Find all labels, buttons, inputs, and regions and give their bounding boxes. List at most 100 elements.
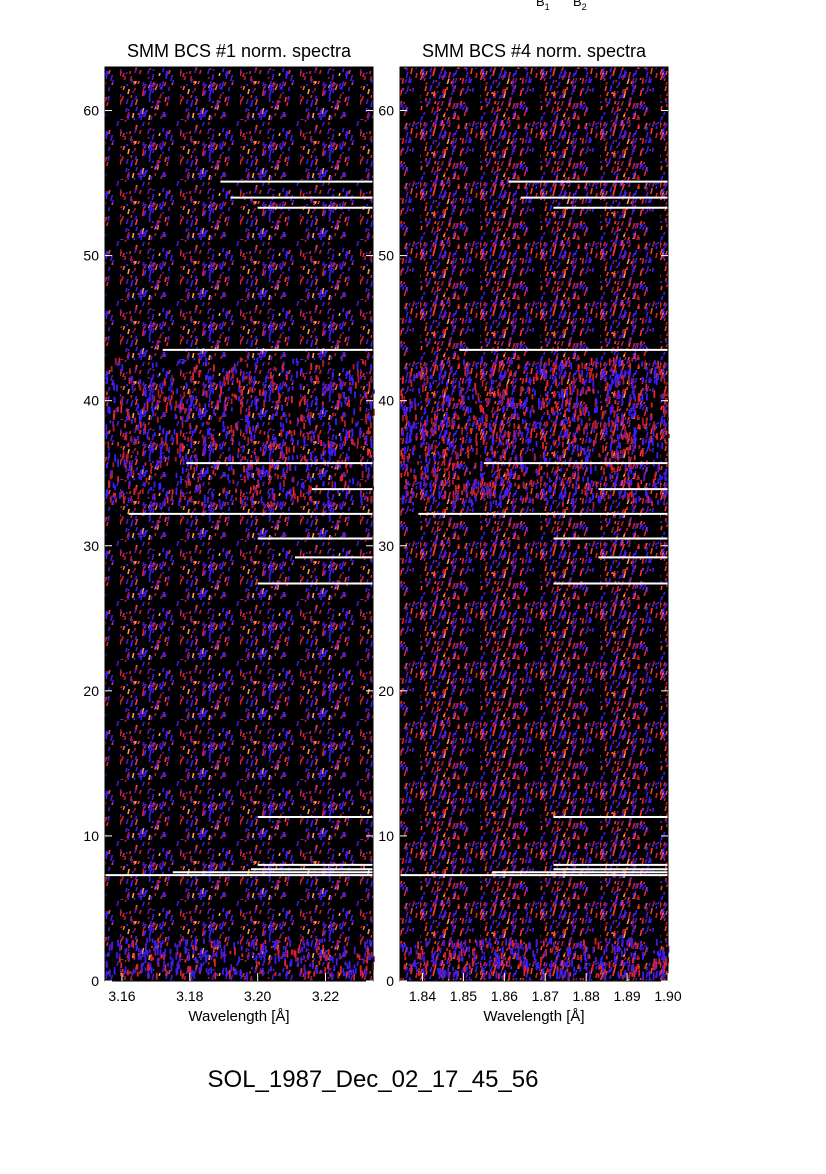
heatmap-emission-mark: [472, 422, 475, 428]
heatmap-emission-mark: [268, 477, 271, 484]
heatmap-emission-mark: [466, 361, 469, 368]
heatmap-emission-mark: [571, 958, 573, 967]
heatmap-emission-mark: [519, 960, 522, 967]
heatmap-emission-mark: [348, 971, 351, 979]
heatmap-emission-mark: [442, 403, 445, 410]
heatmap-emission-mark: [526, 396, 528, 403]
heatmap-emission-mark: [542, 452, 545, 458]
heatmap-emission-mark: [426, 464, 429, 473]
heatmap-emission-mark: [372, 389, 375, 394]
heatmap-emission-mark: [444, 491, 446, 500]
heatmap-emission-mark: [479, 404, 482, 409]
heatmap-emission-mark: [171, 489, 174, 495]
heatmap-emission-mark: [263, 431, 266, 435]
heatmap-emission-mark: [464, 939, 467, 947]
heatmap-emission-mark: [316, 942, 318, 949]
heatmap-emission-mark: [456, 972, 459, 980]
heatmap-emission-mark: [345, 950, 348, 954]
heatmap-emission-mark: [643, 473, 646, 481]
heatmap-emission-mark: [356, 953, 359, 958]
heatmap-emission-mark: [453, 949, 456, 956]
heatmap-emission-mark: [553, 432, 555, 436]
heatmap-emission-mark: [361, 470, 364, 479]
heatmap-emission-mark: [215, 443, 217, 448]
heatmap-emission-mark: [433, 454, 436, 462]
heatmap-emission-mark: [140, 966, 143, 974]
heatmap-emission-mark: [423, 382, 426, 387]
heatmap-emission-mark: [151, 393, 154, 401]
heatmap-emission-mark: [426, 375, 429, 383]
heatmap-emission-mark: [169, 948, 172, 955]
heatmap-emission-mark: [542, 490, 545, 495]
heatmap-emission-mark: [140, 412, 143, 416]
heatmap-emission-mark: [248, 411, 251, 417]
heatmap-emission-mark: [364, 361, 367, 366]
heatmap-emission-mark: [618, 380, 621, 386]
heatmap-emission-mark: [170, 394, 173, 400]
heatmap-emission-mark: [641, 449, 644, 457]
heatmap-emission-mark: [277, 474, 279, 480]
heatmap-emission-mark: [573, 417, 576, 423]
heatmap-emission-mark: [658, 970, 661, 977]
heatmap-emission-mark: [234, 968, 237, 975]
heatmap-emission-mark: [575, 478, 578, 486]
heatmap-emission-mark: [160, 455, 163, 463]
panel-bcs4: SMM BCS #4 norm. spectra01020304050601.8…: [378, 41, 681, 1025]
heatmap-emission-mark: [620, 369, 623, 374]
heatmap-emission-mark: [413, 468, 416, 474]
heatmap-emission-mark: [232, 429, 235, 437]
heatmap-emission-mark: [550, 961, 553, 970]
heatmap-emission-mark: [409, 398, 412, 406]
heatmap-emission-mark: [499, 381, 501, 387]
heatmap-emission-mark: [514, 433, 517, 440]
heatmap-emission-mark: [502, 956, 505, 960]
heatmap-emission-mark: [353, 442, 356, 447]
heatmap-emission-mark: [471, 957, 474, 966]
heatmap-emission-mark: [627, 938, 630, 943]
heatmap-emission-mark: [346, 436, 349, 441]
heatmap-emission-mark: [353, 964, 356, 968]
heatmap-emission-mark: [647, 441, 650, 449]
heatmap-emission-mark: [369, 450, 372, 458]
heatmap-emission-mark: [252, 939, 255, 945]
heatmap-emission-mark: [626, 493, 629, 501]
heatmap-emission-mark: [591, 427, 593, 431]
heatmap-emission-mark: [176, 951, 179, 955]
heatmap-emission-mark: [130, 376, 133, 383]
heatmap-emission-mark: [555, 402, 558, 409]
heatmap-emission-mark: [634, 428, 637, 435]
heatmap-emission-mark: [540, 361, 542, 366]
heatmap-emission-mark: [445, 387, 447, 392]
heatmap-emission-mark: [634, 410, 636, 417]
heatmap-emission-mark: [361, 462, 363, 467]
heatmap-emission-mark: [560, 491, 563, 500]
heatmap-emission-mark: [114, 496, 117, 500]
heatmap-emission-mark: [404, 956, 407, 961]
heatmap-emission-mark: [468, 939, 471, 943]
heatmap-emission-mark: [473, 415, 475, 420]
heatmap-emission-mark: [194, 938, 197, 947]
heatmap-emission-mark: [499, 495, 502, 502]
heatmap-emission-mark: [310, 362, 313, 371]
heatmap-emission-mark: [271, 413, 274, 420]
heatmap-emission-mark: [489, 481, 492, 487]
heatmap-emission-mark: [228, 466, 230, 471]
heatmap-emission-mark: [510, 482, 512, 488]
heatmap-emission-mark: [227, 474, 230, 481]
heatmap-emission-mark: [122, 450, 125, 458]
heatmap-emission-mark: [474, 462, 477, 469]
heatmap-emission-mark: [344, 398, 347, 405]
heatmap-emission-mark: [645, 393, 648, 401]
heatmap-emission-mark: [249, 463, 251, 470]
heatmap-emission-mark: [127, 944, 130, 949]
heatmap-emission-mark: [604, 409, 607, 414]
heatmap-emission-mark: [488, 458, 491, 464]
heatmap-emission-mark: [179, 415, 182, 420]
heatmap-emission-mark: [262, 465, 265, 473]
heatmap-emission-mark: [505, 383, 508, 388]
heatmap-emission-mark: [450, 366, 453, 373]
heatmap-emission-mark: [654, 366, 657, 374]
heatmap-emission-mark: [559, 411, 562, 415]
heatmap-emission-mark: [548, 414, 551, 420]
